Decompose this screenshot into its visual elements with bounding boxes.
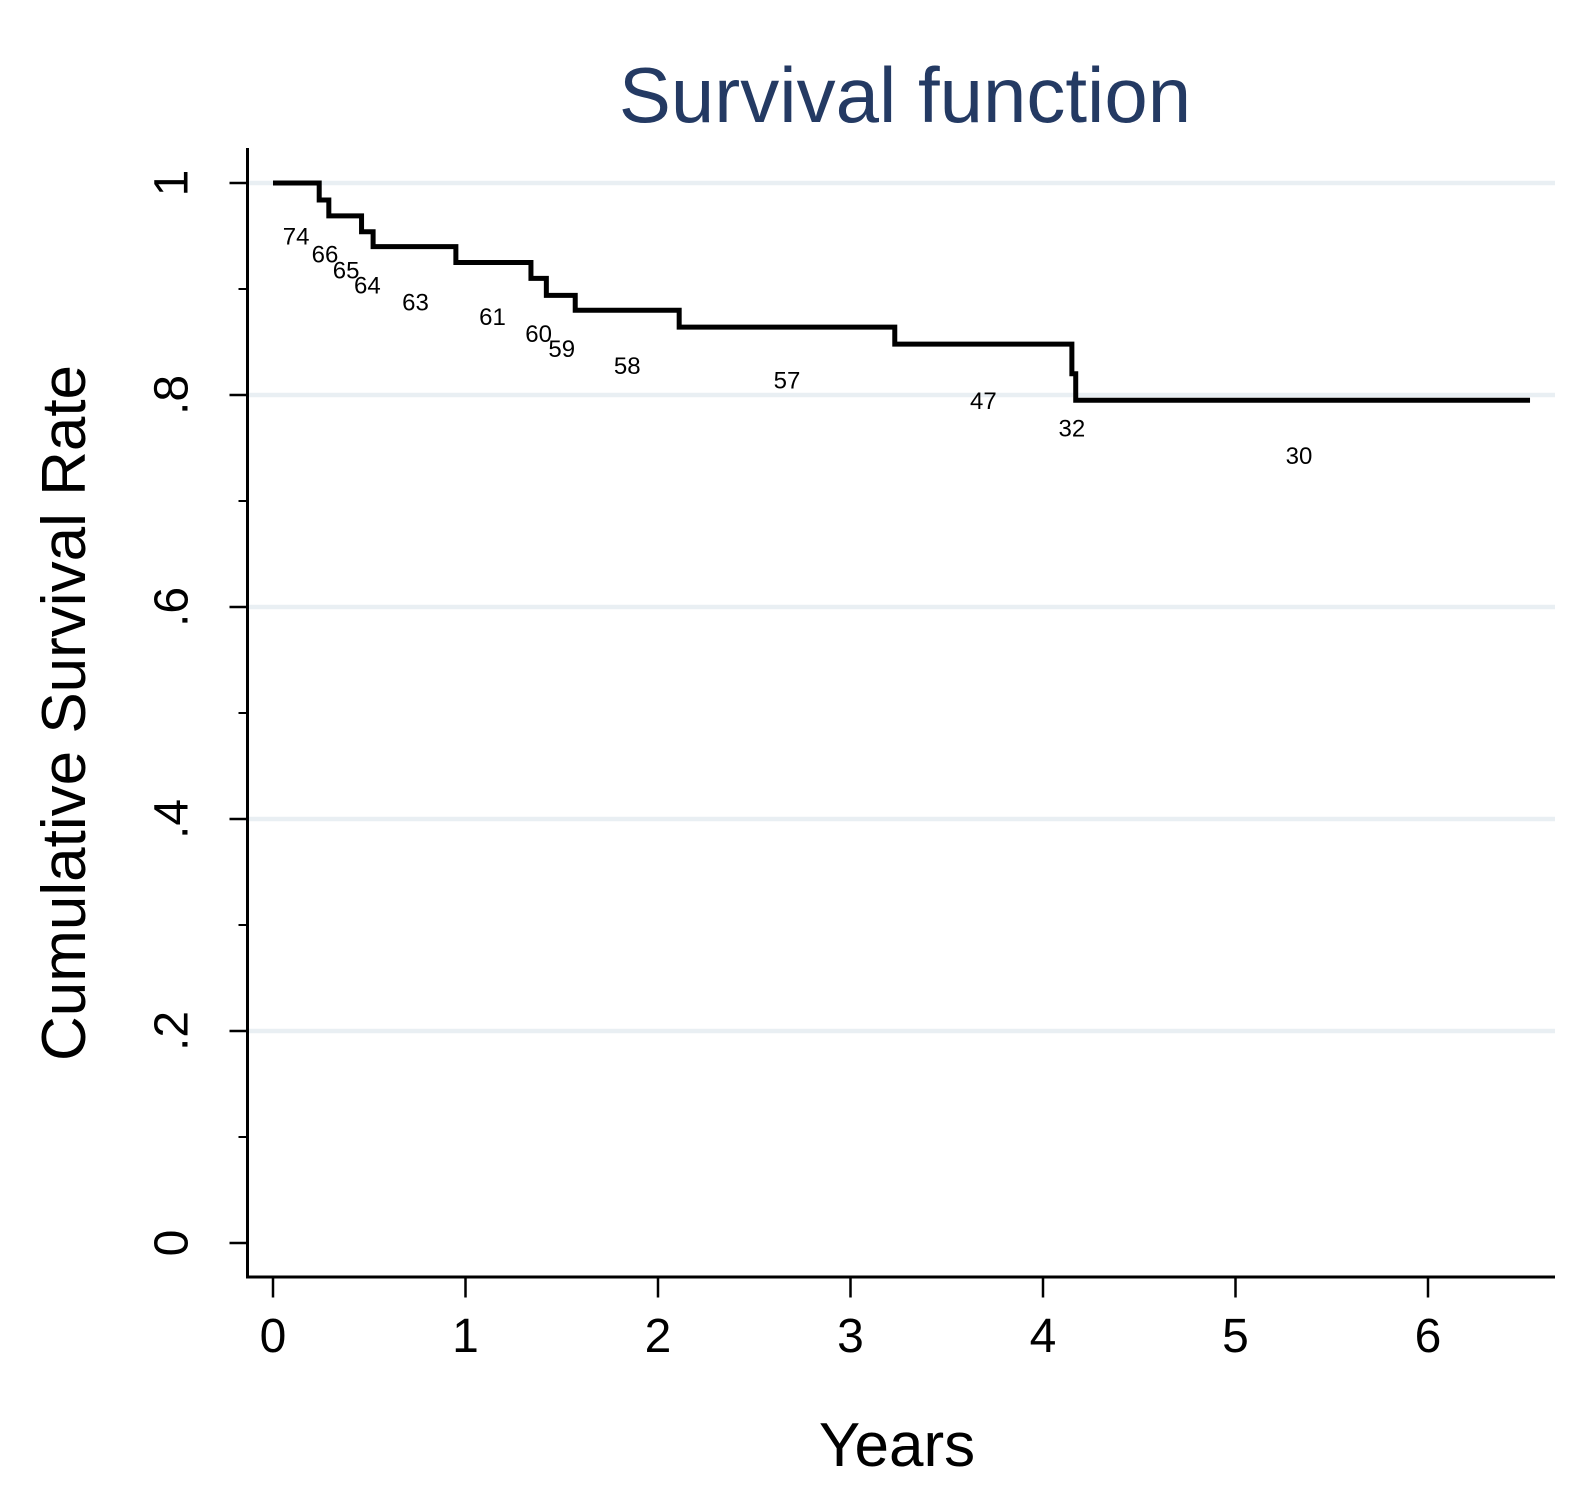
at-risk-count: 63: [402, 289, 429, 316]
at-risk-count: 57: [774, 368, 801, 395]
at-risk-count: 30: [1286, 443, 1313, 470]
x-tick-label: 2: [645, 1310, 672, 1363]
chart-title: Survival function: [619, 51, 1191, 139]
x-axis-title: Years: [819, 1411, 975, 1480]
at-risk-count: 66: [312, 242, 339, 269]
x-tick-label: 6: [1415, 1310, 1442, 1363]
at-risk-count: 74: [283, 224, 310, 251]
y-tick-label: 1: [146, 170, 199, 197]
x-tick-label: 3: [837, 1310, 864, 1363]
at-risk-count: 47: [970, 388, 997, 415]
gridlines: [249, 180, 1555, 1034]
y-tick-label: .8: [146, 375, 199, 415]
y-axis-title: Cumulative Survival Rate: [30, 365, 99, 1061]
survival-curve: [273, 180, 1531, 403]
y-tick-label: .2: [146, 1011, 199, 1051]
at-risk-count: 61: [479, 304, 506, 331]
at-risk-count: 65: [333, 257, 360, 284]
y-tick-label: .6: [146, 587, 199, 627]
at-risk-count: 32: [1059, 415, 1086, 442]
at-risk-count: 64: [354, 272, 381, 299]
at-risk-count: 58: [614, 353, 641, 380]
x-tick-label: 4: [1030, 1310, 1057, 1363]
axes: [229, 148, 1555, 1298]
y-tick-label: 0: [146, 1230, 199, 1257]
y-tick-label: .4: [146, 799, 199, 839]
x-tick-label: 1: [452, 1310, 479, 1363]
at-risk-count: 59: [548, 336, 575, 363]
at-risk-count: 60: [525, 321, 552, 348]
x-tick-label: 5: [1222, 1310, 1249, 1363]
x-tick-label: 0: [260, 1310, 287, 1363]
tick-labels: 1 .8 .6 .4 .2 0 0 1 2 3 4 5 6: [146, 170, 1442, 1363]
